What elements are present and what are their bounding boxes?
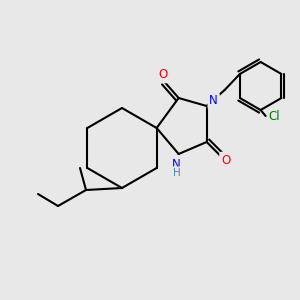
Text: O: O bbox=[221, 154, 230, 166]
Text: N: N bbox=[172, 158, 181, 170]
Text: Cl: Cl bbox=[269, 110, 280, 124]
Text: N: N bbox=[209, 94, 218, 107]
Text: O: O bbox=[158, 68, 167, 82]
Text: H: H bbox=[173, 168, 181, 178]
